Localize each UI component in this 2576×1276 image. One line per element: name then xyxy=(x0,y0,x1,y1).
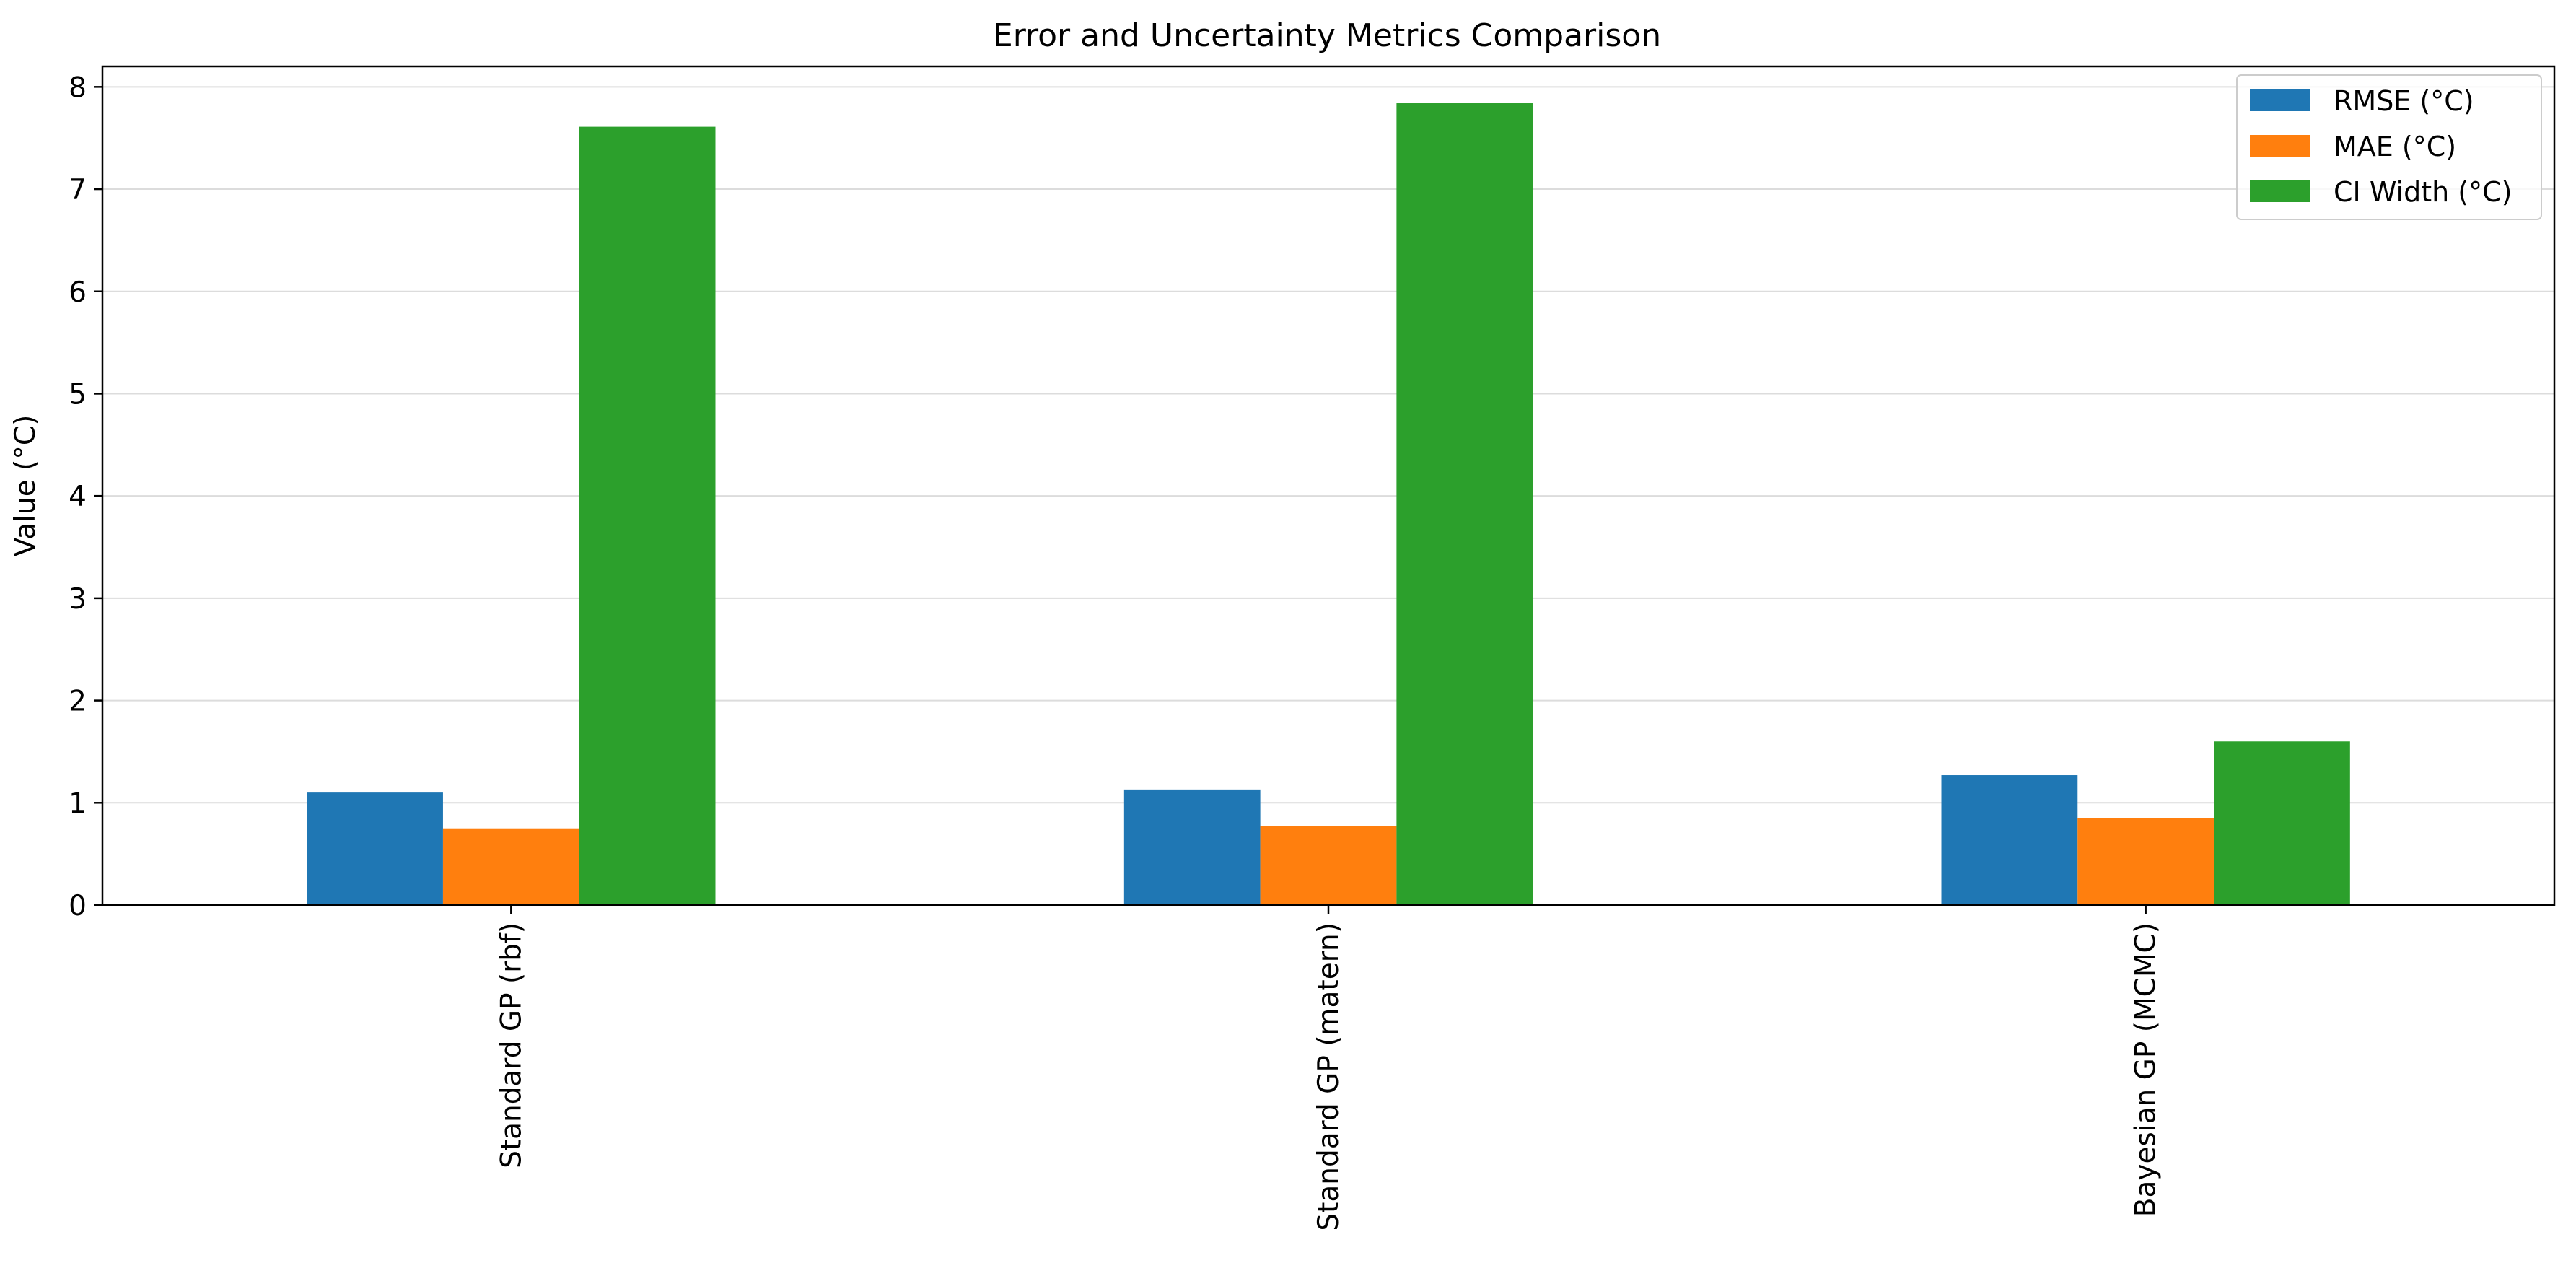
legend[interactable]: RMSE (°C) MAE (°C) CI Width (°C) xyxy=(2236,74,2542,220)
chart-title: Error and Uncertainty Metrics Comparison xyxy=(993,17,1661,54)
legend-label: CI Width (°C) xyxy=(2334,176,2512,208)
bar-mae[interactable] xyxy=(2077,818,2214,905)
y-tick-label: 5 xyxy=(69,378,87,411)
legend-label: RMSE (°C) xyxy=(2334,85,2474,117)
bar-rmse[interactable] xyxy=(307,792,443,905)
y-axis-ticks: 0 1 2 3 4 5 6 7 8 xyxy=(69,71,102,922)
bar-rmse[interactable] xyxy=(1123,789,1261,905)
legend-box xyxy=(2236,74,2542,220)
y-axis-label: Value (°C) xyxy=(9,415,42,557)
bar-mae[interactable] xyxy=(442,828,579,905)
y-tick-label: 3 xyxy=(69,583,87,616)
bar-ci[interactable] xyxy=(579,126,716,906)
y-tick-label: 8 xyxy=(69,71,87,104)
bar-mae[interactable] xyxy=(1260,826,1397,905)
y-tick-label: 4 xyxy=(69,481,87,513)
y-tick-label: 1 xyxy=(69,787,87,820)
x-tick-label: Bayesian GP (MCMC) xyxy=(2130,922,2163,1217)
legend-swatch xyxy=(2250,89,2310,111)
grid-lines xyxy=(102,86,2554,804)
legend-swatch xyxy=(2250,135,2310,157)
legend-swatch xyxy=(2250,180,2310,202)
y-tick-label: 2 xyxy=(69,686,87,718)
y-tick-label: 7 xyxy=(69,174,87,206)
bar-ci[interactable] xyxy=(2214,741,2350,905)
bar-ci[interactable] xyxy=(1396,103,1533,905)
x-axis-ticks: Standard GP (rbf) Standard GP (matern) Bay… xyxy=(495,905,2163,1231)
bar-rmse[interactable] xyxy=(1941,775,2078,905)
y-tick-label: 6 xyxy=(69,276,87,309)
legend-label: MAE (°C) xyxy=(2334,131,2456,162)
x-tick-label: Standard GP (matern) xyxy=(1313,922,1345,1231)
bars xyxy=(307,103,2350,906)
x-tick-label: Standard GP (rbf) xyxy=(495,922,527,1168)
y-tick-label: 0 xyxy=(69,890,87,922)
